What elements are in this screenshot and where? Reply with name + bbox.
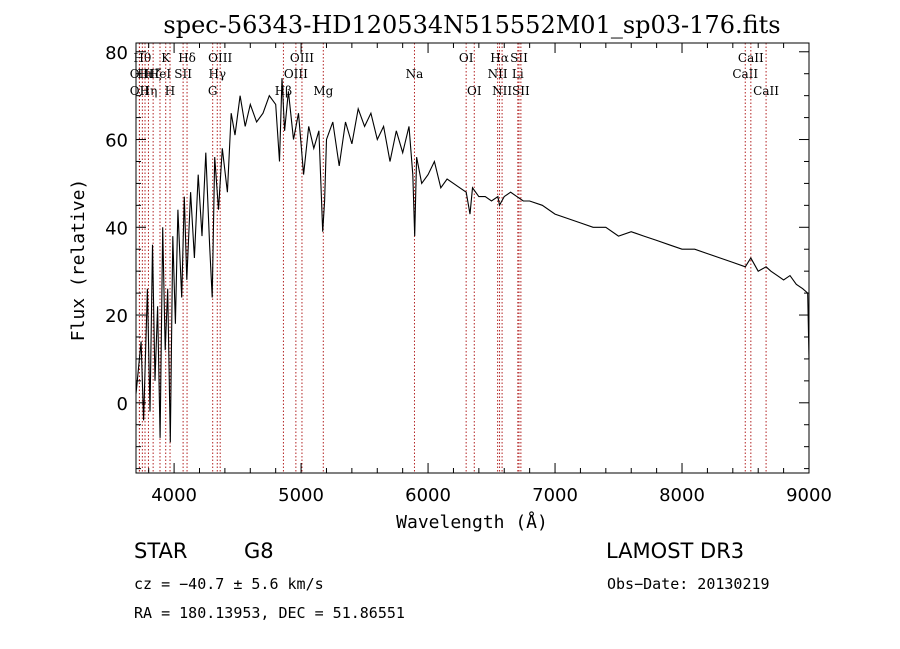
x-axis-label: Wavelength (Å) [396,511,548,533]
marker-label-28: CaII [738,51,764,65]
marker-label-26: SII [512,84,530,98]
y-tick-label-4: 80 [105,43,128,64]
redshift-readout: cz = −40.7 ± 5.6 km/s [134,575,324,593]
survey-name: LAMOST DR3 [606,539,745,563]
plot-frame [135,42,810,474]
marker-label-13: OIII [208,51,232,65]
object-type: STAR [134,539,188,563]
flux-series-line [135,78,810,443]
marker-label-8: H [165,84,175,98]
axis-ticks: 4000 5000 6000 7000 8000 9000 0 20 40 60 80 [105,43,832,506]
marker-label-4: Hη [140,84,158,98]
x-tick-label-4: 8000 [659,485,705,506]
x-tick-label-3: 7000 [532,485,578,506]
marker-label-12: Hγ [208,67,226,81]
x-tick-label-2: 6000 [405,485,451,506]
y-tick-label-3: 60 [105,131,128,152]
y-tick-label-1: 20 [105,306,128,327]
marker-label-16: OIII [290,51,314,65]
chart-title: spec-56343-HD120534N515552M01_sp03-176.f… [163,11,780,39]
marker-label-6: HeI [149,67,172,81]
spectral-subclass: G8 [244,539,274,563]
marker-label-7: K [161,51,171,65]
marker-label-3: Hι [137,67,152,81]
marker-label-11: G [208,84,218,98]
marker-label-23: NII [492,84,512,98]
marker-label-10: Hδ [178,51,196,65]
y-tick-label-0: 0 [117,394,128,415]
marker-label-20: OI [467,84,482,98]
spectral-line-markers: OIIOIIHθHιHηHζHeIKHSIIHδGHγOIIIHβOIIIOII… [130,43,779,473]
marker-label-9: SII [174,67,192,81]
x-tick-label-0: 4000 [151,485,197,506]
y-tick-label-2: 40 [105,218,128,239]
marker-label-14: Hβ [275,84,292,98]
y-axis-label: Flux (relative) [68,179,89,342]
observation-date: Obs−Date: 20130219 [607,575,770,593]
x-tick-label-5: 9000 [786,485,832,506]
marker-label-15: OIII [284,67,308,81]
marker-label-29: CaII [753,84,779,98]
marker-label-24: Li [512,67,524,81]
coordinates-readout: RA = 180.13953, DEC = 51.86551 [134,604,405,622]
marker-label-19: OI [459,51,474,65]
marker-label-25: SII [510,51,528,65]
marker-label-5: Hζ [145,67,162,81]
marker-label-22: Hα [490,51,509,65]
x-tick-label-1: 5000 [278,485,324,506]
marker-label-17: Mg [313,84,333,98]
marker-label-1: OII [130,84,150,98]
marker-label-2: Hθ [133,51,151,65]
marker-label-18: Na [406,67,424,81]
marker-label-27: CaII [732,67,758,81]
marker-label-21: NII [488,67,508,81]
